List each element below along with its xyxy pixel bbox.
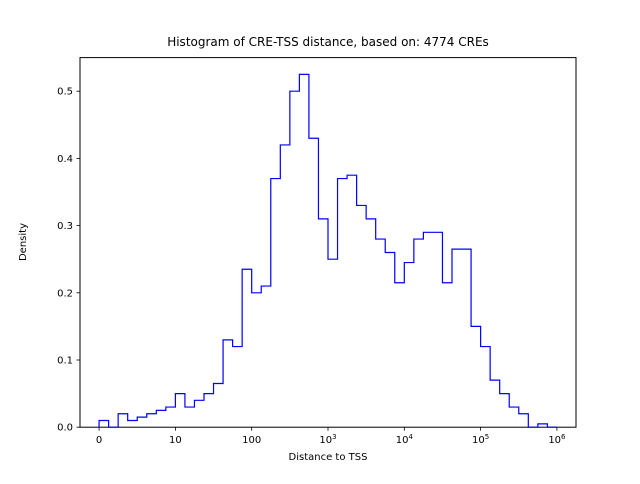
- chart-title: Histogram of CRE-TSS distance, based on:…: [167, 35, 489, 49]
- x-tick-label: 0: [96, 435, 102, 446]
- y-tick-label: 0.5: [57, 87, 73, 98]
- y-axis-label: Density: [18, 223, 29, 261]
- x-tick-label: 100: [242, 435, 261, 446]
- x-axis-label: Distance to TSS: [289, 452, 368, 463]
- y-tick-label: 0.0: [57, 423, 73, 434]
- y-tick-label: 0.2: [57, 288, 73, 299]
- histogram-step-line: [98, 73, 557, 428]
- y-tick-label: 0.3: [57, 221, 73, 232]
- x-tick-label: 10: [169, 435, 182, 446]
- y-tick-label: 0.1: [57, 356, 73, 367]
- y-tick-label: 0.4: [57, 154, 73, 165]
